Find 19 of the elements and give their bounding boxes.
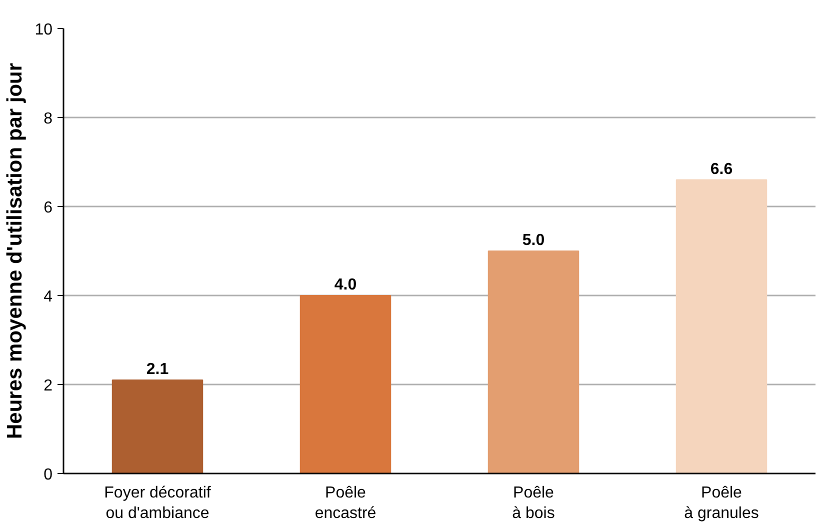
data-label: 6.6 [710,160,733,178]
data-label: 5.0 [522,232,545,249]
bar [300,295,392,474]
y-tick-label: 2 [44,378,53,394]
x-tick-label: Poêle encastré [314,484,376,522]
bar [676,179,768,474]
y-tick-label: 8 [44,110,53,128]
x-tick-label: Poêle à granules [684,484,759,522]
y-tick-label: 0 [44,466,53,484]
y-tick-label: 6 [44,200,53,216]
x-tick-label: Poêle à bois [512,484,555,522]
bar [488,250,580,474]
data-label: 4.0 [334,276,357,294]
y-tick-label: 4 [44,288,53,306]
bar [112,380,204,474]
y-axis-title: Heures moyenne d'utilisation par jour [4,62,27,440]
x-tick-label: Foyer décoratif ou d'ambiance [104,484,212,522]
y-tick-label: 10 [34,22,53,38]
data-label: 2.1 [146,361,169,378]
